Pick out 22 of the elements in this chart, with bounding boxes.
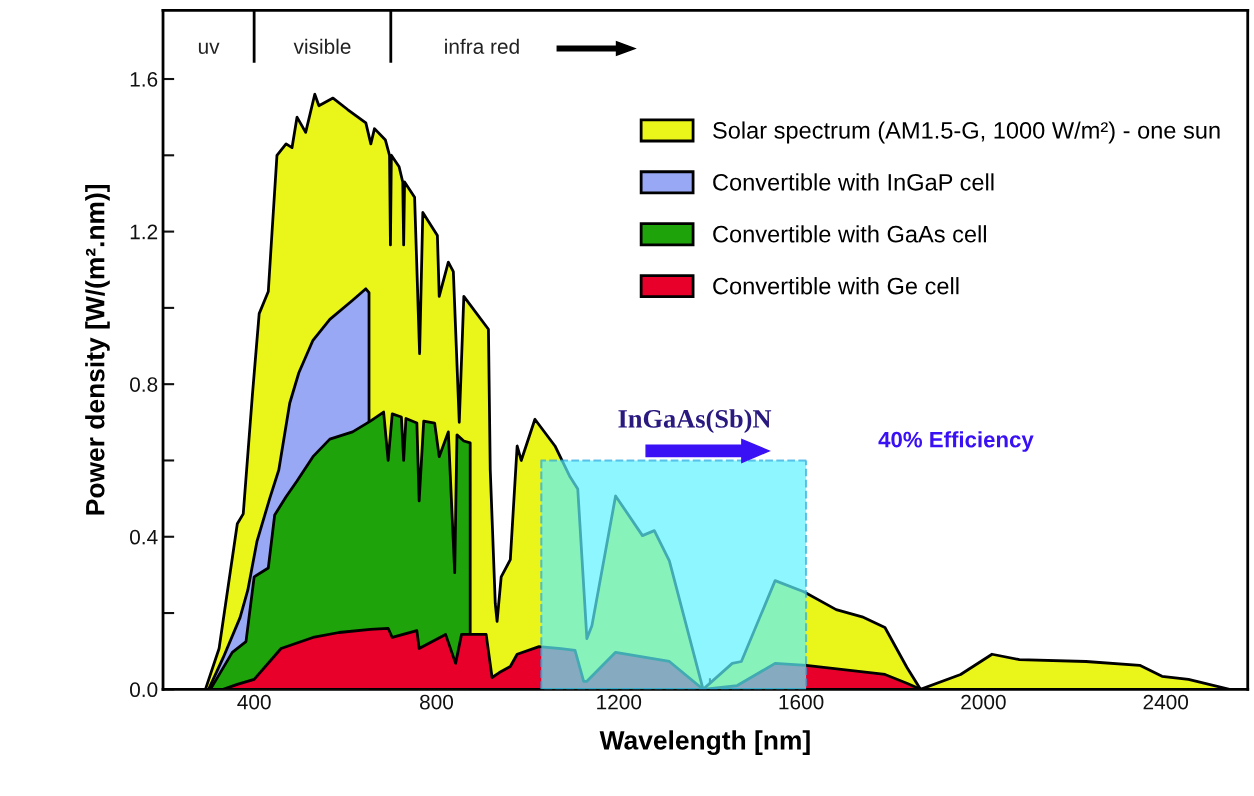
legend-label: Convertible with InGaP cell — [713, 173, 994, 191]
y-tick-label: 0.0 — [130, 682, 158, 698]
y-tick-label: 1.6 — [130, 72, 158, 87]
annotation: uv — [198, 42, 220, 54]
y-axis-title: Power density [W/(m².nm)] — [85, 184, 110, 515]
annotation: 40% Efficiency — [878, 431, 1034, 452]
x-tick-label: 400 — [237, 694, 271, 710]
annotation: InGaAs(Sb)N — [618, 409, 772, 434]
x-tick-label: 1600 — [779, 694, 824, 710]
x-tick-label: 1200 — [597, 694, 642, 710]
x-tick-label: 800 — [420, 694, 454, 710]
annotation: infra red — [445, 38, 519, 54]
y-tick-label: 1.2 — [130, 224, 158, 240]
y-tick-label: 0.8 — [130, 377, 158, 392]
x-tick-label: 2000 — [961, 694, 1006, 710]
annotation: visible — [293, 38, 351, 54]
x-tick-label: 2400 — [1143, 694, 1189, 710]
y-tick-label: 0.4 — [130, 529, 158, 545]
legend-label: Convertible with GaAs cell — [713, 225, 986, 243]
legend-label: Convertible with Ge cell — [713, 277, 959, 295]
legend-label: Solar spectrum (AM1.5-G, 1000 W/m²) - one sun — [713, 121, 1220, 144]
x-axis-title: Wavelength [nm] — [599, 730, 810, 755]
